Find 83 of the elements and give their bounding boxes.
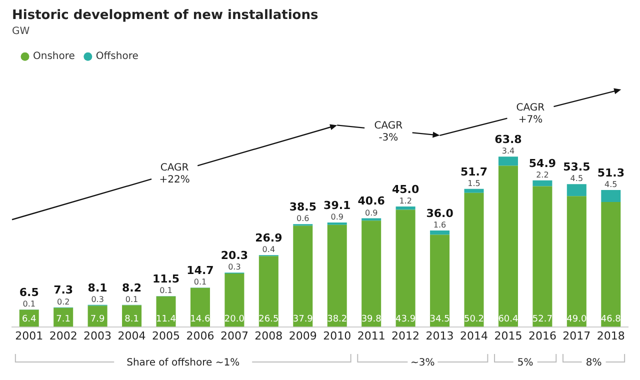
total-label: 40.6 [358, 194, 386, 208]
text: 5% [517, 358, 534, 368]
text: 8% [586, 358, 602, 368]
data-label: 34.5 [430, 314, 450, 325]
data-label: 0.9 [364, 208, 378, 218]
data-label: 46.8 [600, 314, 622, 325]
data-label: 0.3 [91, 295, 104, 304]
annotation: CAGR +22% [159, 162, 190, 186]
total-label: 7.3 [54, 284, 74, 297]
text: Share of offshore ~1% [126, 358, 240, 368]
x-tick-label: 2009 [288, 329, 317, 342]
data-label: 20.0 [224, 314, 245, 325]
total-label: 8.1 [88, 281, 108, 294]
data-label: 1.2 [399, 196, 412, 206]
data-label: 0.1 [194, 278, 207, 287]
data-label: 14.6 [190, 314, 211, 325]
data-label: 2.2 [536, 170, 549, 180]
x-tick-label: 2012 [392, 329, 420, 342]
x-tick-label: 2016 [528, 329, 556, 342]
data-label: 0.3 [228, 262, 241, 272]
total-label: 51.3 [597, 166, 624, 180]
total-label: 26.9 [255, 231, 282, 244]
data-label: 39.8 [361, 314, 382, 325]
x-tick-label: 2013 [426, 329, 454, 342]
x-tick-label: 2007 [220, 329, 248, 342]
data-label: 1.5 [468, 179, 480, 188]
total-label: 36.0 [426, 206, 454, 220]
data-label: 4.5 [604, 180, 618, 190]
x-tick-label: 2004 [118, 329, 146, 342]
total-label: 6.5 [19, 286, 39, 299]
chart-title: Historic development of new installations [12, 8, 318, 24]
data-label: 60.4 [498, 314, 519, 325]
data-label: 0.1 [125, 295, 138, 304]
x-tick-label: 2014 [460, 329, 488, 342]
data-label: 8.1 [124, 314, 139, 325]
legend-label: Offshore [96, 51, 138, 62]
legend-label: Onshore [33, 51, 75, 62]
x-tick-label: 2008 [254, 329, 283, 342]
total-label: 63.8 [494, 133, 522, 146]
total-label: 11.5 [152, 272, 180, 286]
data-label: 7.9 [90, 314, 105, 325]
data-label: 52.7 [532, 314, 552, 325]
data-label: 6.4 [22, 314, 37, 325]
total-label: 53.5 [563, 160, 590, 174]
total-label: 8.2 [122, 281, 142, 294]
x-tick-label: 2001 [15, 329, 44, 342]
x-tick-label: 2010 [323, 329, 352, 342]
text: ~3% [410, 358, 435, 368]
data-label: 7.1 [56, 314, 70, 325]
x-tick-label: 2005 [152, 329, 180, 342]
x-tick-label: 2015 [494, 329, 522, 342]
x-tick-label: 2002 [49, 329, 78, 342]
data-label: 0.1 [160, 286, 172, 296]
data-label: 0.1 [22, 300, 36, 309]
total-label: 20.3 [220, 249, 248, 262]
data-label: 43.9 [396, 314, 416, 325]
text: CAGR -3% [374, 120, 403, 144]
total-label: 54.9 [528, 156, 556, 170]
data-label: 11.4 [156, 314, 176, 325]
total-label: 45.0 [392, 182, 420, 196]
x-tick-label: 2011 [357, 329, 386, 342]
total-label: 38.5 [289, 200, 316, 214]
data-label: 49.0 [566, 314, 587, 325]
data-label: 50.2 [464, 314, 484, 325]
data-label: 38.2 [327, 314, 348, 325]
x-tick-label: 2018 [596, 329, 625, 342]
text: CAGR +7% [516, 102, 545, 126]
x-tick-label: 2003 [84, 329, 112, 342]
x-tick-label: 2006 [186, 329, 214, 342]
total-label: 39.1 [324, 198, 351, 212]
data-label: 4.5 [570, 174, 584, 184]
data-label: 0.4 [262, 245, 276, 254]
chart-subtitle: GW [12, 26, 30, 38]
data-label: 0.6 [296, 214, 310, 224]
data-label: 1.6 [433, 220, 446, 230]
total-label: 51.7 [460, 165, 488, 178]
data-label: 0.9 [330, 212, 344, 222]
data-label: 0.2 [56, 297, 70, 306]
data-label: 26.5 [258, 314, 279, 325]
total-label: 14.7 [186, 264, 214, 277]
data-label: 3.4 [502, 146, 515, 156]
data-label: 37.9 [292, 314, 314, 325]
x-tick-label: 2017 [562, 329, 591, 342]
